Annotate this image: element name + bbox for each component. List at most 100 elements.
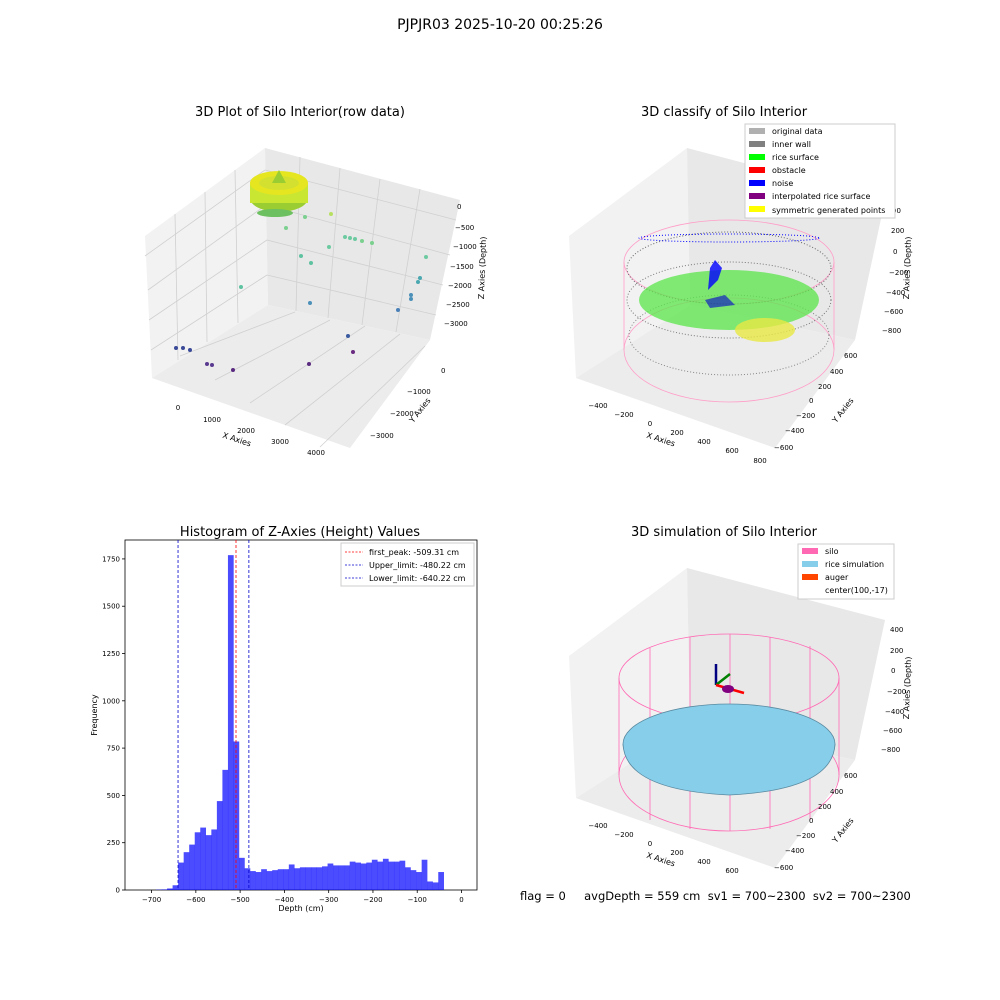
- classify-y-tick: 400: [830, 368, 843, 376]
- raw-x-tick: 3000: [271, 438, 289, 446]
- simulation-z-tick: −800: [881, 746, 900, 754]
- legend-lower-limit: Lower_limit: -640.22 cm: [369, 574, 466, 583]
- histogram-bar: [416, 872, 422, 890]
- histogram-bar: [261, 869, 267, 890]
- histogram-bar: [277, 869, 284, 890]
- legend-rice-surface: rice surface: [772, 153, 819, 162]
- histogram-bar: [211, 829, 218, 890]
- histogram-bar: [382, 858, 389, 890]
- classify-x-tick: 600: [725, 447, 738, 455]
- histogram-x-tick-label: −500: [231, 896, 250, 904]
- simulation-y-tick: 600: [844, 772, 857, 780]
- simulation-x-tick: −200: [614, 831, 633, 839]
- simulation-legend: silo rice simulation auger center(100,-1…: [797, 543, 895, 600]
- simulation-z-tick: 200: [890, 647, 903, 655]
- legend-noise: noise: [772, 179, 793, 188]
- simulation-x-tick: −400: [588, 822, 607, 830]
- legend-obstacle: obstacle: [772, 166, 806, 175]
- histogram-bars: [155, 555, 444, 890]
- legend-first-peak: first_peak: -509.31 cm: [369, 548, 459, 557]
- raw-z-tick: −1500: [450, 263, 474, 271]
- histogram-bar: [299, 867, 306, 890]
- raw-y-tick: −3000: [370, 432, 394, 440]
- classify-y-tick: −400: [785, 427, 804, 435]
- classify-y-tick: 0: [809, 397, 813, 405]
- auger-marker: [714, 664, 745, 695]
- legend-upper-limit: Upper_limit: -480.22 cm: [369, 561, 466, 570]
- simulation-x-tick: 200: [670, 849, 683, 857]
- histogram-y-tick-label: 1750: [102, 555, 120, 563]
- simulation-x-tick: 0: [648, 840, 652, 848]
- histogram-y-tick-label: 500: [107, 792, 120, 800]
- histogram-bar: [316, 867, 323, 890]
- histogram-bar: [167, 888, 173, 890]
- classify-axis-ticks: −400 −200 0 200 400 600 800 600 400 200 …: [588, 207, 908, 465]
- raw-x-tick: 1000: [203, 416, 221, 424]
- classify-z-tick: −800: [882, 327, 901, 335]
- histogram-x-tick-label: −700: [142, 896, 161, 904]
- simulation-z-tick: −400: [885, 708, 904, 716]
- classify-z-axis-label: Z Axies (Depth): [902, 236, 913, 299]
- raw-y-tick: −1000: [407, 388, 431, 396]
- classify-x-tick: −200: [614, 411, 633, 419]
- histogram-bar: [161, 889, 168, 890]
- simulation-z-tick: −200: [887, 688, 906, 696]
- histogram-bar: [322, 866, 328, 890]
- histogram-bar: [194, 832, 201, 890]
- histogram-bar: [172, 885, 179, 890]
- classify-y-tick: −200: [796, 412, 815, 420]
- histogram-legend: first_peak: -509.31 cm Upper_limit: -480…: [340, 542, 475, 587]
- legend-center: center(100,-17): [825, 586, 888, 595]
- histogram-y-tick-label: 1000: [102, 697, 120, 705]
- simulation-axis-ticks: −400 −200 0 200 400 600 600 400 200 0 −2…: [588, 626, 906, 875]
- raw-axis-ticks: 0 1000 2000 3000 4000 0 −1000 −2000 −300…: [176, 203, 477, 457]
- histogram-y-tick-label: 1250: [102, 650, 120, 658]
- histogram-bar: [205, 835, 212, 890]
- classify-y-tick: 600: [844, 352, 857, 360]
- simulation-y-tick: 0: [809, 817, 813, 825]
- histogram-bar: [393, 861, 400, 890]
- histogram-bar: [327, 863, 334, 890]
- histogram-x-tick-label: −400: [275, 896, 294, 904]
- classify-y-axis-label: Y Axies: [830, 396, 856, 425]
- histogram-y-tick-label: 250: [107, 839, 120, 847]
- raw-z-tick: 0: [457, 203, 461, 211]
- classify-z-tick-partial: 00: [892, 207, 901, 215]
- simulation-y-axis-label: Y Axies: [830, 816, 856, 845]
- classify-z-tick: −600: [884, 308, 903, 316]
- histogram-x-tick-label: −300: [319, 896, 338, 904]
- classify-x-tick: 200: [670, 429, 683, 437]
- histogram-bar: [366, 862, 373, 890]
- histogram-bar: [266, 871, 273, 890]
- histogram-bar: [178, 862, 184, 890]
- legend-inner-wall: inner wall: [772, 140, 811, 149]
- legend-interpolated-rice-surface: interpolated rice surface: [772, 192, 870, 201]
- histogram-y-ticks: 0 250 500 750 1000 1250 1500 1750: [102, 555, 125, 895]
- histogram-bar: [410, 870, 417, 890]
- histogram-plot-area: [124, 539, 478, 891]
- histogram-y-label: Frequency: [90, 694, 99, 736]
- classify-panel-title: 3D classify of Silo Interior: [641, 105, 808, 120]
- raw-y-tick: −2000: [390, 410, 414, 418]
- classify-x-tick: −400: [588, 402, 607, 410]
- histogram-bar: [305, 867, 312, 890]
- simulation-z-tick: −600: [883, 727, 902, 735]
- raw-z-tick: −2000: [448, 282, 472, 290]
- histogram-bar: [244, 868, 251, 890]
- raw-z-tick: −3000: [444, 320, 468, 328]
- classify-z-tick: −400: [886, 289, 905, 297]
- histogram-x-tick-label: −600: [186, 896, 205, 904]
- histogram-bar: [405, 867, 411, 890]
- raw-scatter-points: [174, 212, 428, 372]
- raw-x-tick: 4000: [307, 449, 325, 457]
- raw-z-tick: −1000: [453, 243, 477, 251]
- histogram-bar: [355, 862, 361, 890]
- classify-silo-wireframe: [623, 219, 835, 403]
- classify-legend: original data inner wall rice surface ob…: [744, 123, 896, 219]
- histogram-bar: [222, 769, 229, 890]
- legend-silo: silo: [825, 547, 839, 556]
- classify-y-tick: −600: [774, 444, 793, 452]
- simulation-y-tick: 200: [818, 803, 831, 811]
- raw-x-tick: 0: [176, 404, 180, 412]
- simulation-panel-title: 3D simulation of Silo Interior: [631, 525, 818, 540]
